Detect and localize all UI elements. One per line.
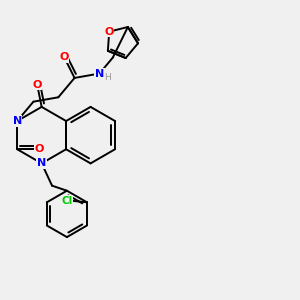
Text: N: N [95,68,104,79]
Text: N: N [37,158,46,168]
Text: O: O [59,52,69,62]
Text: N: N [13,116,22,126]
Text: O: O [32,80,42,90]
Text: O: O [104,27,114,37]
Text: Cl: Cl [61,196,72,206]
Text: O: O [35,144,44,154]
Text: H: H [104,73,111,82]
